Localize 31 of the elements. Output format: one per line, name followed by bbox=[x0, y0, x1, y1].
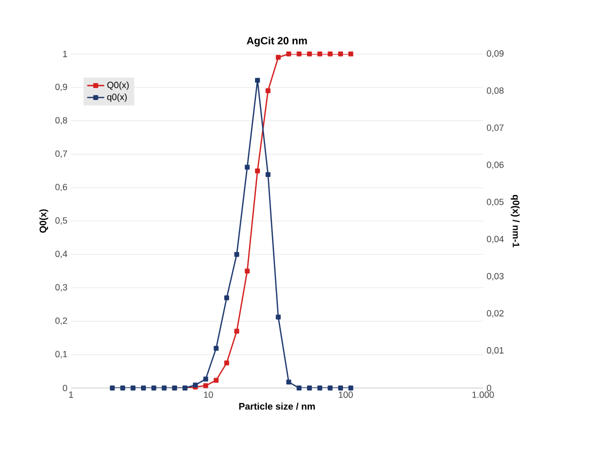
y2-tick-label: 0,05 bbox=[486, 198, 504, 206]
y-tick-label: 0,7 bbox=[55, 150, 68, 158]
y2-tick-label: 0,04 bbox=[486, 236, 504, 244]
x-tick-label: 100 bbox=[338, 392, 353, 398]
x-tick-label: 1.000 bbox=[472, 392, 494, 398]
y2-tick-label: 0,06 bbox=[486, 162, 504, 170]
x-tick-label: 1 bbox=[69, 392, 74, 398]
y-tick-label: 0,1 bbox=[55, 350, 68, 358]
legend-label: Q0(x) bbox=[107, 82, 129, 90]
y2-axis-title: q0(x) / nm-1 bbox=[510, 194, 520, 248]
y-tick-label: 0,8 bbox=[55, 117, 68, 124]
y2-tick-label: 0,01 bbox=[486, 347, 504, 355]
y-tick-label: 0 bbox=[62, 384, 68, 392]
y2-tick-label: 0 bbox=[486, 384, 492, 392]
y2-tick-label: 0,08 bbox=[486, 87, 504, 95]
x-tick-label: 10 bbox=[204, 392, 213, 398]
y-tick-label: 1 bbox=[63, 50, 68, 58]
y-axis-title: Q0(x) bbox=[39, 209, 48, 233]
x-axis-title: Particle size / nm bbox=[239, 402, 315, 410]
y2-tick-label: 0,02 bbox=[486, 310, 504, 318]
y2-tick-label: 0,07 bbox=[486, 124, 504, 132]
y-tick-label: 0,3 bbox=[55, 284, 68, 292]
legend-label: q0(x) bbox=[107, 94, 127, 102]
y2-tick-label: 0,09 bbox=[486, 50, 504, 58]
chart-title: AgCit 20 nm bbox=[246, 36, 307, 46]
y-tick-label: 0,4 bbox=[55, 250, 68, 258]
y-tick-label: 0,6 bbox=[55, 184, 68, 192]
y-tick-label: 0,5 bbox=[55, 217, 68, 225]
y2-tick-label: 0,03 bbox=[486, 272, 504, 280]
y-tick-label: 0,9 bbox=[55, 84, 68, 92]
y-tick-label: 0,2 bbox=[55, 317, 68, 325]
